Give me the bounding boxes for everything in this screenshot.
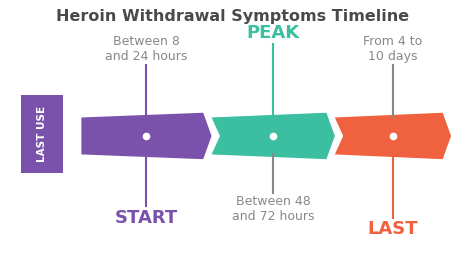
FancyBboxPatch shape [21,95,63,173]
Text: START: START [115,209,178,227]
Polygon shape [335,113,451,159]
Text: LAST: LAST [368,220,418,238]
Text: Between 48
and 72 hours: Between 48 and 72 hours [232,195,314,223]
Polygon shape [212,113,335,159]
Text: From 4 to
10 days: From 4 to 10 days [363,35,423,63]
Text: Heroin Withdrawal Symptoms Timeline: Heroin Withdrawal Symptoms Timeline [56,9,409,24]
Text: PEAK: PEAK [246,24,299,42]
Text: Between 8
and 24 hours: Between 8 and 24 hours [105,35,188,63]
Polygon shape [81,113,212,159]
Text: LAST USE: LAST USE [37,106,47,162]
